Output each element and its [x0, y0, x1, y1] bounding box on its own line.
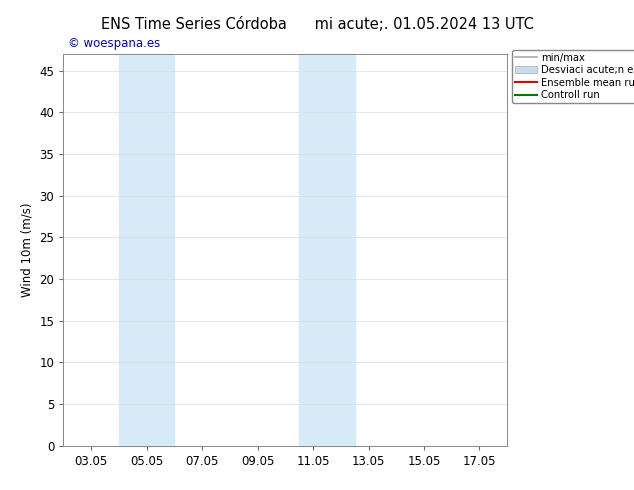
Legend: min/max, Desviaci acute;n est  acute;ndar, Ensemble mean run, Controll run: min/max, Desviaci acute;n est acute;ndar…	[512, 50, 634, 103]
Text: ENS Time Series Córdoba      mi acute;. 01.05.2024 13 UTC: ENS Time Series Córdoba mi acute;. 01.05…	[101, 17, 533, 32]
Text: © woespana.es: © woespana.es	[68, 37, 160, 50]
Y-axis label: Wind 10m (m/s): Wind 10m (m/s)	[21, 203, 34, 297]
Bar	[119, 54, 174, 446]
Bar	[299, 54, 354, 446]
